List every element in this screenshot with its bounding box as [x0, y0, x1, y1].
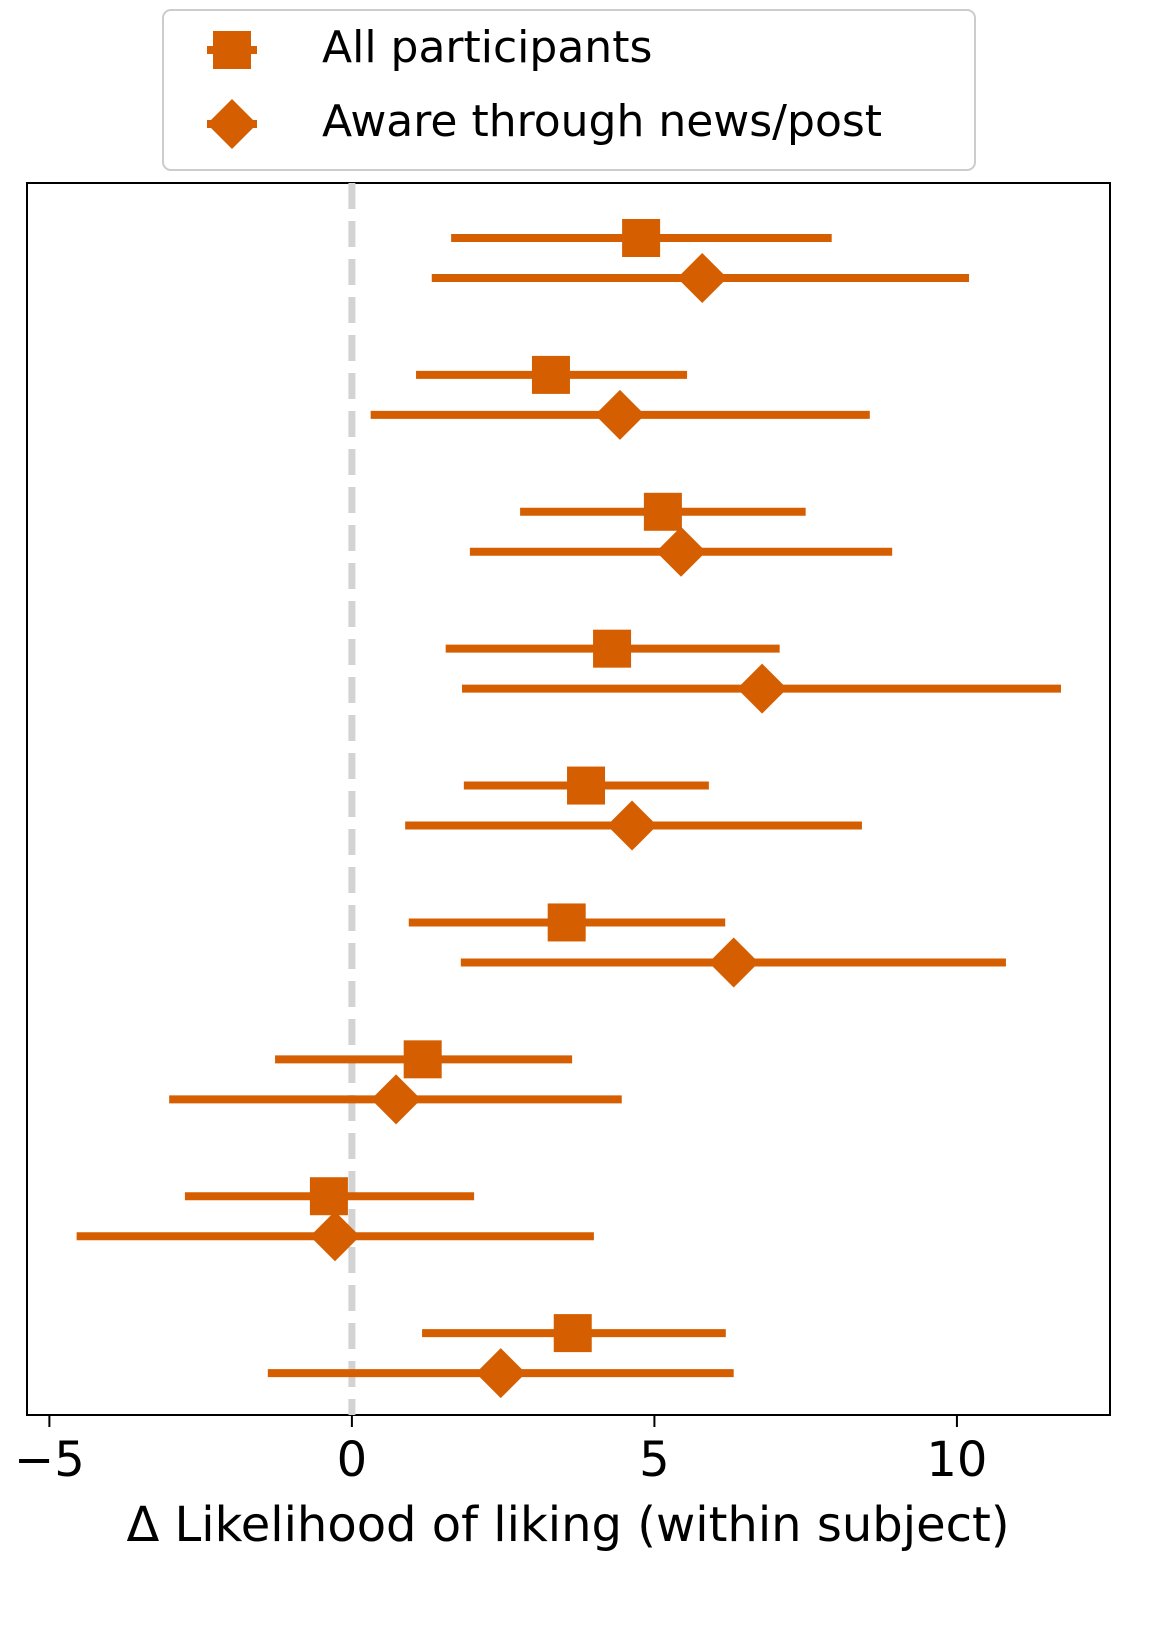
- point: [531, 355, 570, 394]
- legend-marker: [207, 99, 257, 149]
- x-tick-label: 5: [639, 1432, 670, 1488]
- x-axis-label: Δ Likelihood of liking (within subject): [126, 1497, 1009, 1553]
- point: [737, 663, 788, 714]
- legend-label: Aware through news/post: [322, 96, 882, 147]
- point: [547, 903, 586, 942]
- point: [309, 1177, 348, 1216]
- point: [594, 389, 645, 440]
- point: [656, 526, 707, 577]
- x-tick-label: −5: [14, 1432, 85, 1488]
- point: [309, 1211, 360, 1262]
- legend-marker: [213, 31, 251, 69]
- point: [567, 766, 606, 805]
- point: [708, 937, 759, 988]
- point: [553, 1314, 592, 1353]
- point: [475, 1348, 526, 1399]
- legend-label: All participants: [322, 22, 652, 73]
- point: [607, 800, 658, 851]
- x-tick-label: 10: [926, 1432, 987, 1488]
- point: [677, 253, 728, 303]
- x-tick-label: 0: [337, 1432, 368, 1488]
- plot-frame: [26, 182, 1111, 1416]
- point: [403, 1040, 442, 1079]
- legend-box: [162, 9, 976, 171]
- point: [643, 492, 682, 531]
- point: [622, 219, 661, 257]
- point: [371, 1074, 422, 1125]
- point: [593, 629, 632, 668]
